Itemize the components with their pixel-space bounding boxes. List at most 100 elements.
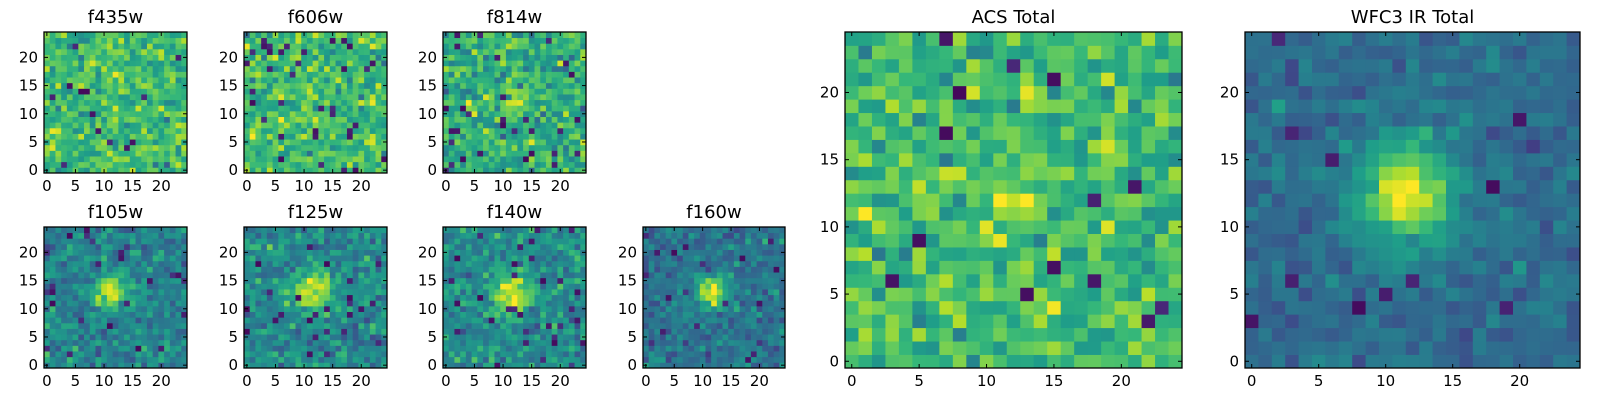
heatmap-cell xyxy=(505,317,513,324)
heatmap-cell xyxy=(574,110,581,117)
heatmap-cell xyxy=(369,37,376,44)
heatmap-cell xyxy=(460,156,467,163)
heatmap-cell xyxy=(545,227,553,234)
heatmap-cell xyxy=(135,277,142,284)
heatmap-cell xyxy=(477,294,484,301)
heatmap-cell xyxy=(528,255,535,262)
heatmap-cell xyxy=(346,300,354,307)
heatmap-cell xyxy=(1074,273,1089,288)
heatmap-cell xyxy=(528,150,535,157)
heatmap-cell xyxy=(705,362,712,369)
heatmap-cell xyxy=(540,283,547,290)
heatmap-cell xyxy=(528,54,535,61)
heatmap-cell xyxy=(580,88,587,95)
heatmap-cell xyxy=(106,37,114,44)
heatmap-cell xyxy=(301,43,308,50)
heatmap-cell xyxy=(745,243,752,250)
heatmap-cell xyxy=(295,283,302,290)
heatmap-cell xyxy=(289,289,296,296)
heatmap-cell xyxy=(112,305,119,312)
heatmap-cell xyxy=(1087,327,1102,342)
heatmap-cell xyxy=(545,161,553,168)
heatmap-cell xyxy=(939,247,954,261)
heatmap-cell xyxy=(660,249,667,256)
heatmap-cell xyxy=(483,328,490,335)
heatmap-cell xyxy=(369,300,376,307)
heatmap-cell xyxy=(49,167,56,174)
heatmap-cell xyxy=(1128,193,1142,208)
heatmap-cell xyxy=(61,289,68,296)
heatmap-cell xyxy=(885,152,900,167)
heatmap-cell xyxy=(688,283,695,290)
heatmap-cell xyxy=(779,272,786,279)
heatmap-cell xyxy=(55,289,62,296)
heatmap-cell xyxy=(477,99,484,106)
heatmap-cell xyxy=(534,328,541,335)
y-tick-label: 10 xyxy=(19,105,38,123)
heatmap-cell xyxy=(505,227,513,234)
heatmap-cell xyxy=(511,54,518,61)
heatmap-cell xyxy=(261,54,268,61)
heatmap-cell xyxy=(335,289,342,296)
heatmap-cell xyxy=(885,300,900,315)
heatmap-cell xyxy=(152,277,159,284)
heatmap-cell xyxy=(101,48,108,55)
heatmap-cell xyxy=(375,322,382,329)
heatmap-cell xyxy=(858,152,873,167)
heatmap-cell xyxy=(89,54,96,61)
heatmap-cell xyxy=(448,43,455,50)
heatmap-cell xyxy=(728,334,735,341)
heatmap-cell xyxy=(352,317,359,324)
heatmap-cell xyxy=(540,94,547,101)
heatmap-cell xyxy=(369,167,376,174)
heatmap-cell xyxy=(448,289,455,296)
heatmap-cell xyxy=(284,283,291,290)
heatmap-cell xyxy=(84,232,91,239)
heatmap-cell xyxy=(551,150,558,157)
heatmap-cell xyxy=(255,362,262,369)
heatmap-cell xyxy=(78,322,85,329)
heatmap-cell xyxy=(767,345,775,352)
heatmap-cell xyxy=(460,139,467,146)
heatmap-cell xyxy=(465,317,472,324)
heatmap-cell xyxy=(164,356,171,363)
heatmap-cell xyxy=(716,266,723,273)
heatmap-cell xyxy=(912,314,927,329)
heatmap-cell xyxy=(523,238,530,245)
heatmap-cell xyxy=(381,94,388,101)
heatmap-cell xyxy=(318,283,325,290)
heatmap-cell xyxy=(477,156,484,163)
heatmap-cell xyxy=(106,99,114,106)
heatmap-cell xyxy=(44,156,51,163)
heatmap-cell xyxy=(665,232,672,239)
heatmap-cell xyxy=(158,294,165,301)
heatmap-cell xyxy=(454,243,461,250)
heatmap-cell xyxy=(124,260,131,267)
heatmap-cell xyxy=(341,339,348,346)
heatmap-cell xyxy=(448,32,455,39)
heatmap-cell xyxy=(95,156,102,163)
heatmap-cell xyxy=(694,362,701,369)
heatmap-cell xyxy=(939,287,954,302)
heatmap-cell xyxy=(534,283,541,290)
heatmap-cell xyxy=(158,71,165,78)
heatmap-cell xyxy=(745,272,752,279)
heatmap-cell xyxy=(648,277,655,284)
heatmap-cell xyxy=(295,99,302,106)
heatmap-cell xyxy=(306,311,314,318)
heatmap-cell xyxy=(563,43,570,50)
heatmap-cell xyxy=(694,311,701,318)
heatmap-cell xyxy=(500,289,507,296)
heatmap-cell xyxy=(261,311,268,318)
heatmap-cell xyxy=(146,43,154,50)
heatmap-cell xyxy=(545,351,553,358)
heatmap-cell xyxy=(141,133,148,140)
heatmap-cell xyxy=(733,334,740,341)
heatmap-cell xyxy=(101,161,108,168)
heatmap-cell xyxy=(694,305,701,312)
heatmap-cell xyxy=(568,289,575,296)
heatmap-cell xyxy=(244,71,251,78)
heatmap-cell xyxy=(1155,206,1169,221)
heatmap-cell xyxy=(511,116,518,123)
heatmap-cell xyxy=(301,232,308,239)
